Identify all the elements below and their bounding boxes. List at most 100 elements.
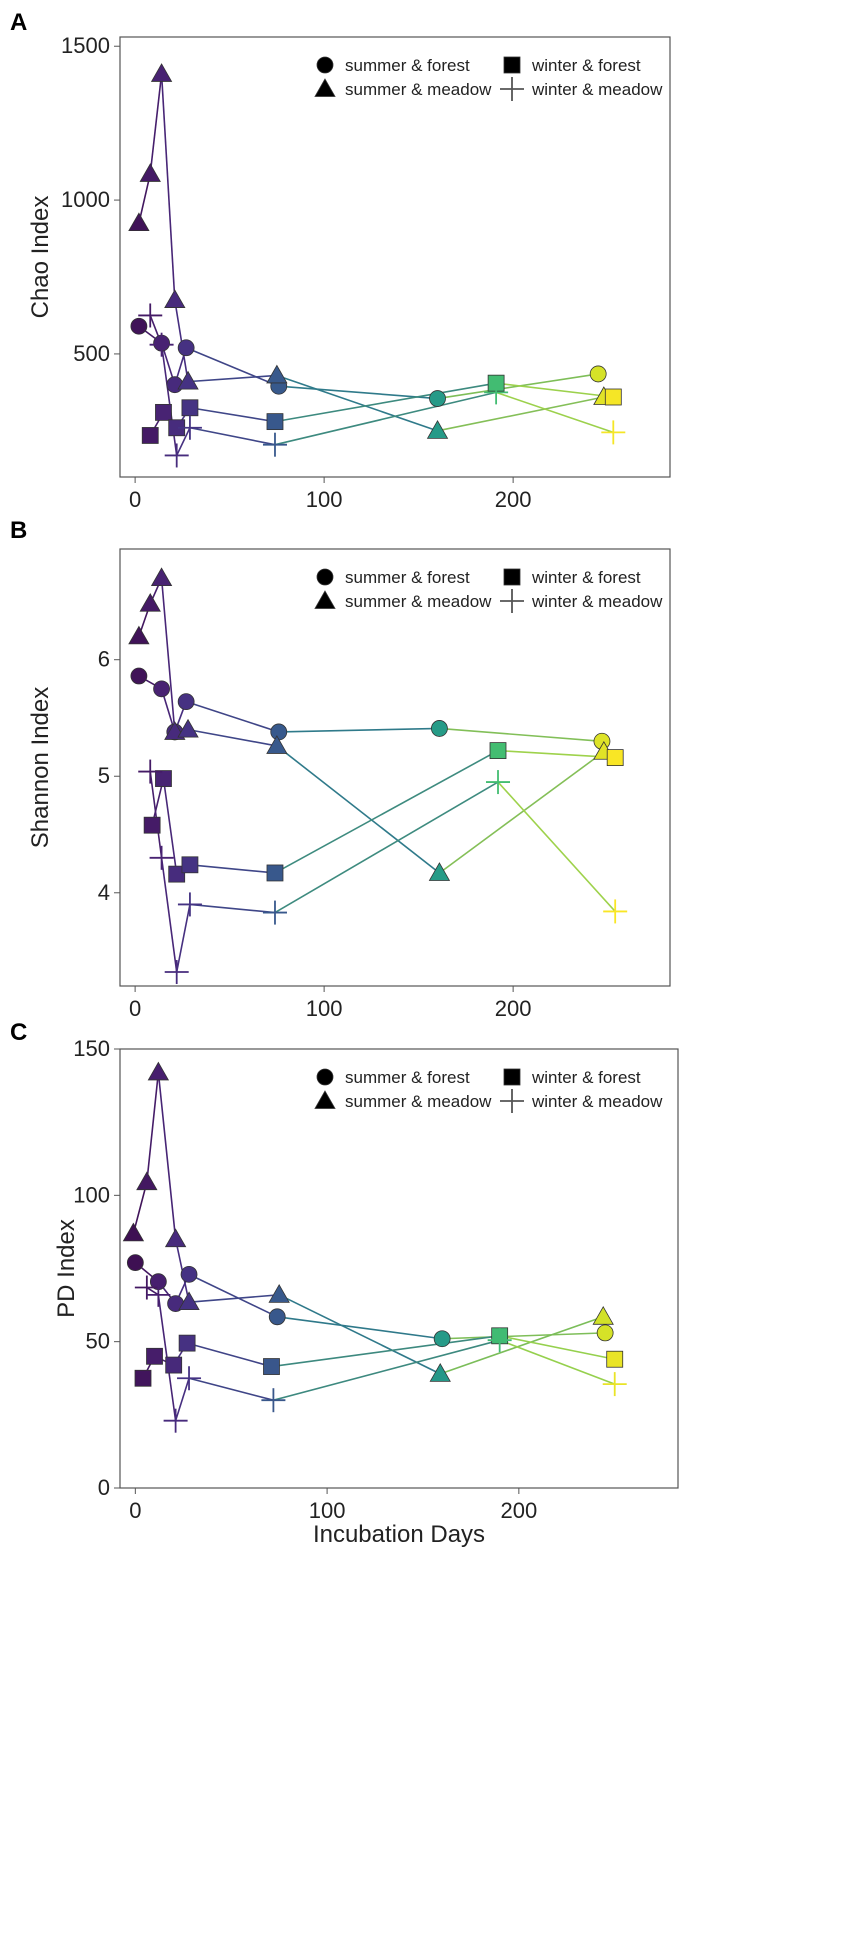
- panel-c-point-plus: [163, 1408, 188, 1433]
- panel-b-point-circle: [130, 667, 148, 685]
- panel-a-ytick-label: 500: [73, 341, 110, 366]
- panel-a-xtick-label: 0: [129, 487, 141, 512]
- panel-b-legend-label: winter & meadow: [531, 592, 663, 611]
- panel-b-label: B: [10, 517, 27, 544]
- panel-b-line-plus: [149, 771, 163, 858]
- panel-b-legend-label: summer & forest: [345, 568, 470, 587]
- panel-b-point-triangle: [177, 718, 199, 738]
- panel-c-line-triangle: [278, 1294, 441, 1375]
- panel-c-point-plus: [487, 1328, 512, 1353]
- panel-c-legend-label: winter & meadow: [531, 1092, 663, 1111]
- panel-c-legend-label: summer & forest: [345, 1068, 470, 1087]
- panel-c-ytick-label: 50: [86, 1329, 110, 1354]
- panel-c-line-circle: [277, 1315, 443, 1340]
- panel-a-line-plus: [495, 391, 614, 434]
- panel-c: C 0 50 100 150 0 100 200 PD Index summer & forest…: [10, 1019, 679, 1523]
- panel-b-point-circle: [270, 723, 288, 741]
- panel-b-point-square: [266, 864, 284, 882]
- panel-a-line-triangle: [160, 73, 176, 301]
- panel-b-legend-label: summer & meadow: [345, 592, 492, 611]
- panel-c-line-circle: [442, 1332, 606, 1340]
- panel-a-label: A: [10, 9, 27, 36]
- panel-b-line-plus: [189, 903, 276, 914]
- panel-a-point-circle: [130, 317, 148, 335]
- panel-a-point-plus: [149, 332, 174, 357]
- panel-c-line-triangle: [157, 1072, 177, 1240]
- panel-a-line-triangle: [437, 396, 605, 432]
- panel-b-line-triangle: [276, 745, 440, 874]
- panel-b-line-triangle: [187, 728, 278, 747]
- panel-a-legend-marker-plus: [500, 77, 524, 101]
- panel-b-legend-marker-triangle: [314, 590, 336, 609]
- panel-a-xtick-label: 100: [306, 487, 343, 512]
- x-axis-title: Incubation Days: [313, 1521, 485, 1548]
- panel-c-label: C: [10, 1019, 27, 1046]
- panel-c-point-circle: [433, 1330, 451, 1348]
- panel-a-line-plus: [189, 426, 276, 446]
- panel-c-legend-label: summer & meadow: [345, 1092, 492, 1111]
- panel-b-line-triangle: [438, 751, 605, 874]
- panel-b-point-plus: [138, 759, 163, 784]
- panel-a-point-plus: [601, 420, 626, 445]
- panel-c-ytick-label: 150: [73, 1036, 110, 1061]
- panel-c-line-plus: [273, 1339, 500, 1401]
- panel-a-ytick-label: 1500: [61, 33, 110, 58]
- panel-a-point-triangle: [164, 289, 186, 308]
- panel-c-point-triangle: [178, 1291, 200, 1311]
- panel-b-legend-marker-square: [503, 568, 521, 586]
- panel-b-point-square: [181, 856, 199, 874]
- panel-c-line-triangle: [439, 1316, 604, 1375]
- panel-b-point-circle: [153, 680, 170, 698]
- panel-c-line-triangle: [188, 1294, 280, 1303]
- panel-c-line-plus: [188, 1377, 274, 1401]
- panel-a-point-triangle: [177, 370, 199, 390]
- panel-c-line-circle: [188, 1273, 278, 1318]
- panel-a-point-square: [266, 413, 284, 431]
- panel-b-point-plus: [262, 900, 287, 925]
- panel-c-ytick-label: 0: [98, 1475, 110, 1500]
- panel-c-legend-marker-circle: [316, 1068, 334, 1086]
- panel-a-legend-label: summer & meadow: [345, 80, 492, 99]
- panel-b-point-square: [143, 816, 161, 834]
- panel-a-line-square: [274, 382, 497, 423]
- panel-a-legend-marker-circle: [316, 56, 334, 74]
- panel-c-line-square: [271, 1335, 500, 1368]
- panel-c-legend-marker-square: [503, 1068, 521, 1086]
- panel-b-point-triangle: [266, 735, 288, 754]
- panel-a-point-circle: [589, 365, 607, 383]
- panel-c-line-triangle: [146, 1072, 160, 1183]
- panel-a-point-square: [604, 388, 622, 406]
- panel-b-frame: [119, 548, 671, 987]
- panel-c-xtick-label: 100: [309, 1498, 346, 1523]
- panel-b-legend-label: winter & forest: [531, 568, 641, 587]
- panel-b-point-square: [489, 742, 507, 760]
- panel-a-line-circle: [185, 347, 280, 387]
- panel-c-point-triangle: [164, 1228, 187, 1248]
- panel-b-line-plus: [160, 857, 178, 973]
- panel-a-point-triangle: [266, 364, 288, 384]
- panel-a-line-plus: [274, 391, 497, 446]
- panel-a-point-plus: [138, 303, 163, 328]
- panel-b-line-plus: [274, 781, 499, 914]
- panel-a-line-circle: [278, 385, 438, 400]
- panel-c-point-circle: [268, 1308, 286, 1326]
- panel-c-legend-marker-plus: [500, 1089, 524, 1113]
- panel-b-point-circle: [431, 720, 448, 737]
- panel-c-point-square: [165, 1356, 183, 1374]
- panel-a-frame: [119, 36, 671, 478]
- panel-b-point-plus: [603, 899, 628, 924]
- panel-a-point-square: [141, 427, 159, 444]
- panel-c-line-square: [499, 1335, 615, 1361]
- panel-b-point-square: [168, 865, 186, 883]
- panel-c-xtick-label: 200: [500, 1498, 537, 1523]
- panel-b: B 4 5 6 0 100 200 Shannon Index summer & forest s…: [10, 517, 671, 1021]
- panel-b-ytick-label: 6: [98, 647, 110, 672]
- panel-b-ylabel: Shannon Index: [27, 687, 54, 848]
- panel-a-ytick-label: 1000: [61, 187, 110, 212]
- panel-b-ytick-label: 5: [98, 763, 110, 788]
- panel-b-line-circle: [278, 727, 440, 733]
- panel-a-line-square: [496, 382, 614, 398]
- panel-b-point-plus: [486, 770, 511, 795]
- panel-a-point-square: [155, 403, 172, 421]
- panel-a-point-square: [181, 399, 199, 417]
